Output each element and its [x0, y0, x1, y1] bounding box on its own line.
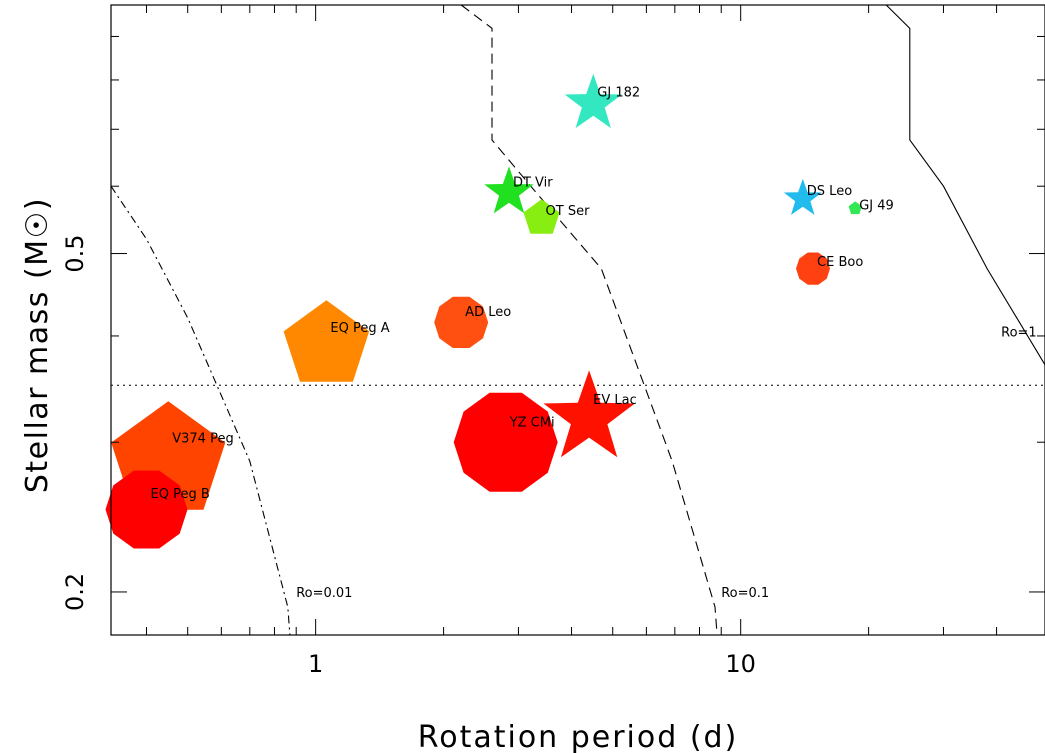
- point-eq-peg-a: [283, 300, 370, 382]
- point-ds-leo: [783, 178, 822, 215]
- point-dt-vir: [484, 166, 534, 214]
- y-axis-title: Stellar mass (M☉): [20, 197, 55, 493]
- point-gj-49: [848, 201, 862, 215]
- label-v374-peg: V374 Peg: [172, 431, 233, 446]
- label-yz-cmi: YZ CMi: [509, 415, 555, 430]
- curve-label: Ro=1: [1001, 325, 1037, 340]
- plot-frame: [110, 4, 1045, 636]
- point-gj-182: [564, 73, 622, 129]
- label-ot-ser: OT Ser: [546, 204, 591, 219]
- point-eq-peg-b: [105, 470, 188, 549]
- point-yz-cmi: [453, 392, 558, 492]
- label-ce-boo: CE Boo: [817, 255, 863, 270]
- point-ad-leo: [434, 296, 489, 348]
- label-eq-peg-a: EQ Peg A: [330, 321, 389, 336]
- point-ce-boo: [796, 252, 830, 285]
- x-tick-label: 10: [725, 650, 756, 678]
- point-ot-ser: [523, 199, 560, 234]
- reference-curves: [110, 4, 1045, 636]
- axes: 1 10 0.2 0.5: [61, 4, 1045, 678]
- curve-label: Ro=0.1: [721, 586, 769, 601]
- x-tick-label: 1: [308, 650, 323, 678]
- label-ev-lac: EV Lac: [593, 393, 637, 408]
- label-ad-leo: AD Leo: [465, 305, 511, 320]
- label-dt-vir: DT Vir: [513, 176, 553, 191]
- y-tick-label: 0.5: [61, 234, 89, 272]
- curve-ro-1: [885, 4, 1045, 366]
- y-tick-label: 0.2: [61, 573, 89, 611]
- label-ds-leo: DS Leo: [807, 184, 852, 199]
- curve-label: Ro=0.01: [296, 586, 352, 601]
- x-axis-title: Rotation period (d): [418, 720, 739, 753]
- data-points: [105, 73, 862, 549]
- curve-ro-0-01: [110, 185, 291, 636]
- point-labels: Ro=0.01 Ro=0.1 Ro=1 GJ 182 DT Vir OT Ser DS Le…: [151, 85, 1037, 601]
- label-gj-182: GJ 182: [597, 85, 640, 100]
- curve-ro-0-1: [460, 4, 718, 636]
- point-ev-lac: [543, 370, 635, 458]
- label-eq-peg-b: EQ Peg B: [151, 487, 210, 502]
- label-gj-49: GJ 49: [859, 199, 894, 214]
